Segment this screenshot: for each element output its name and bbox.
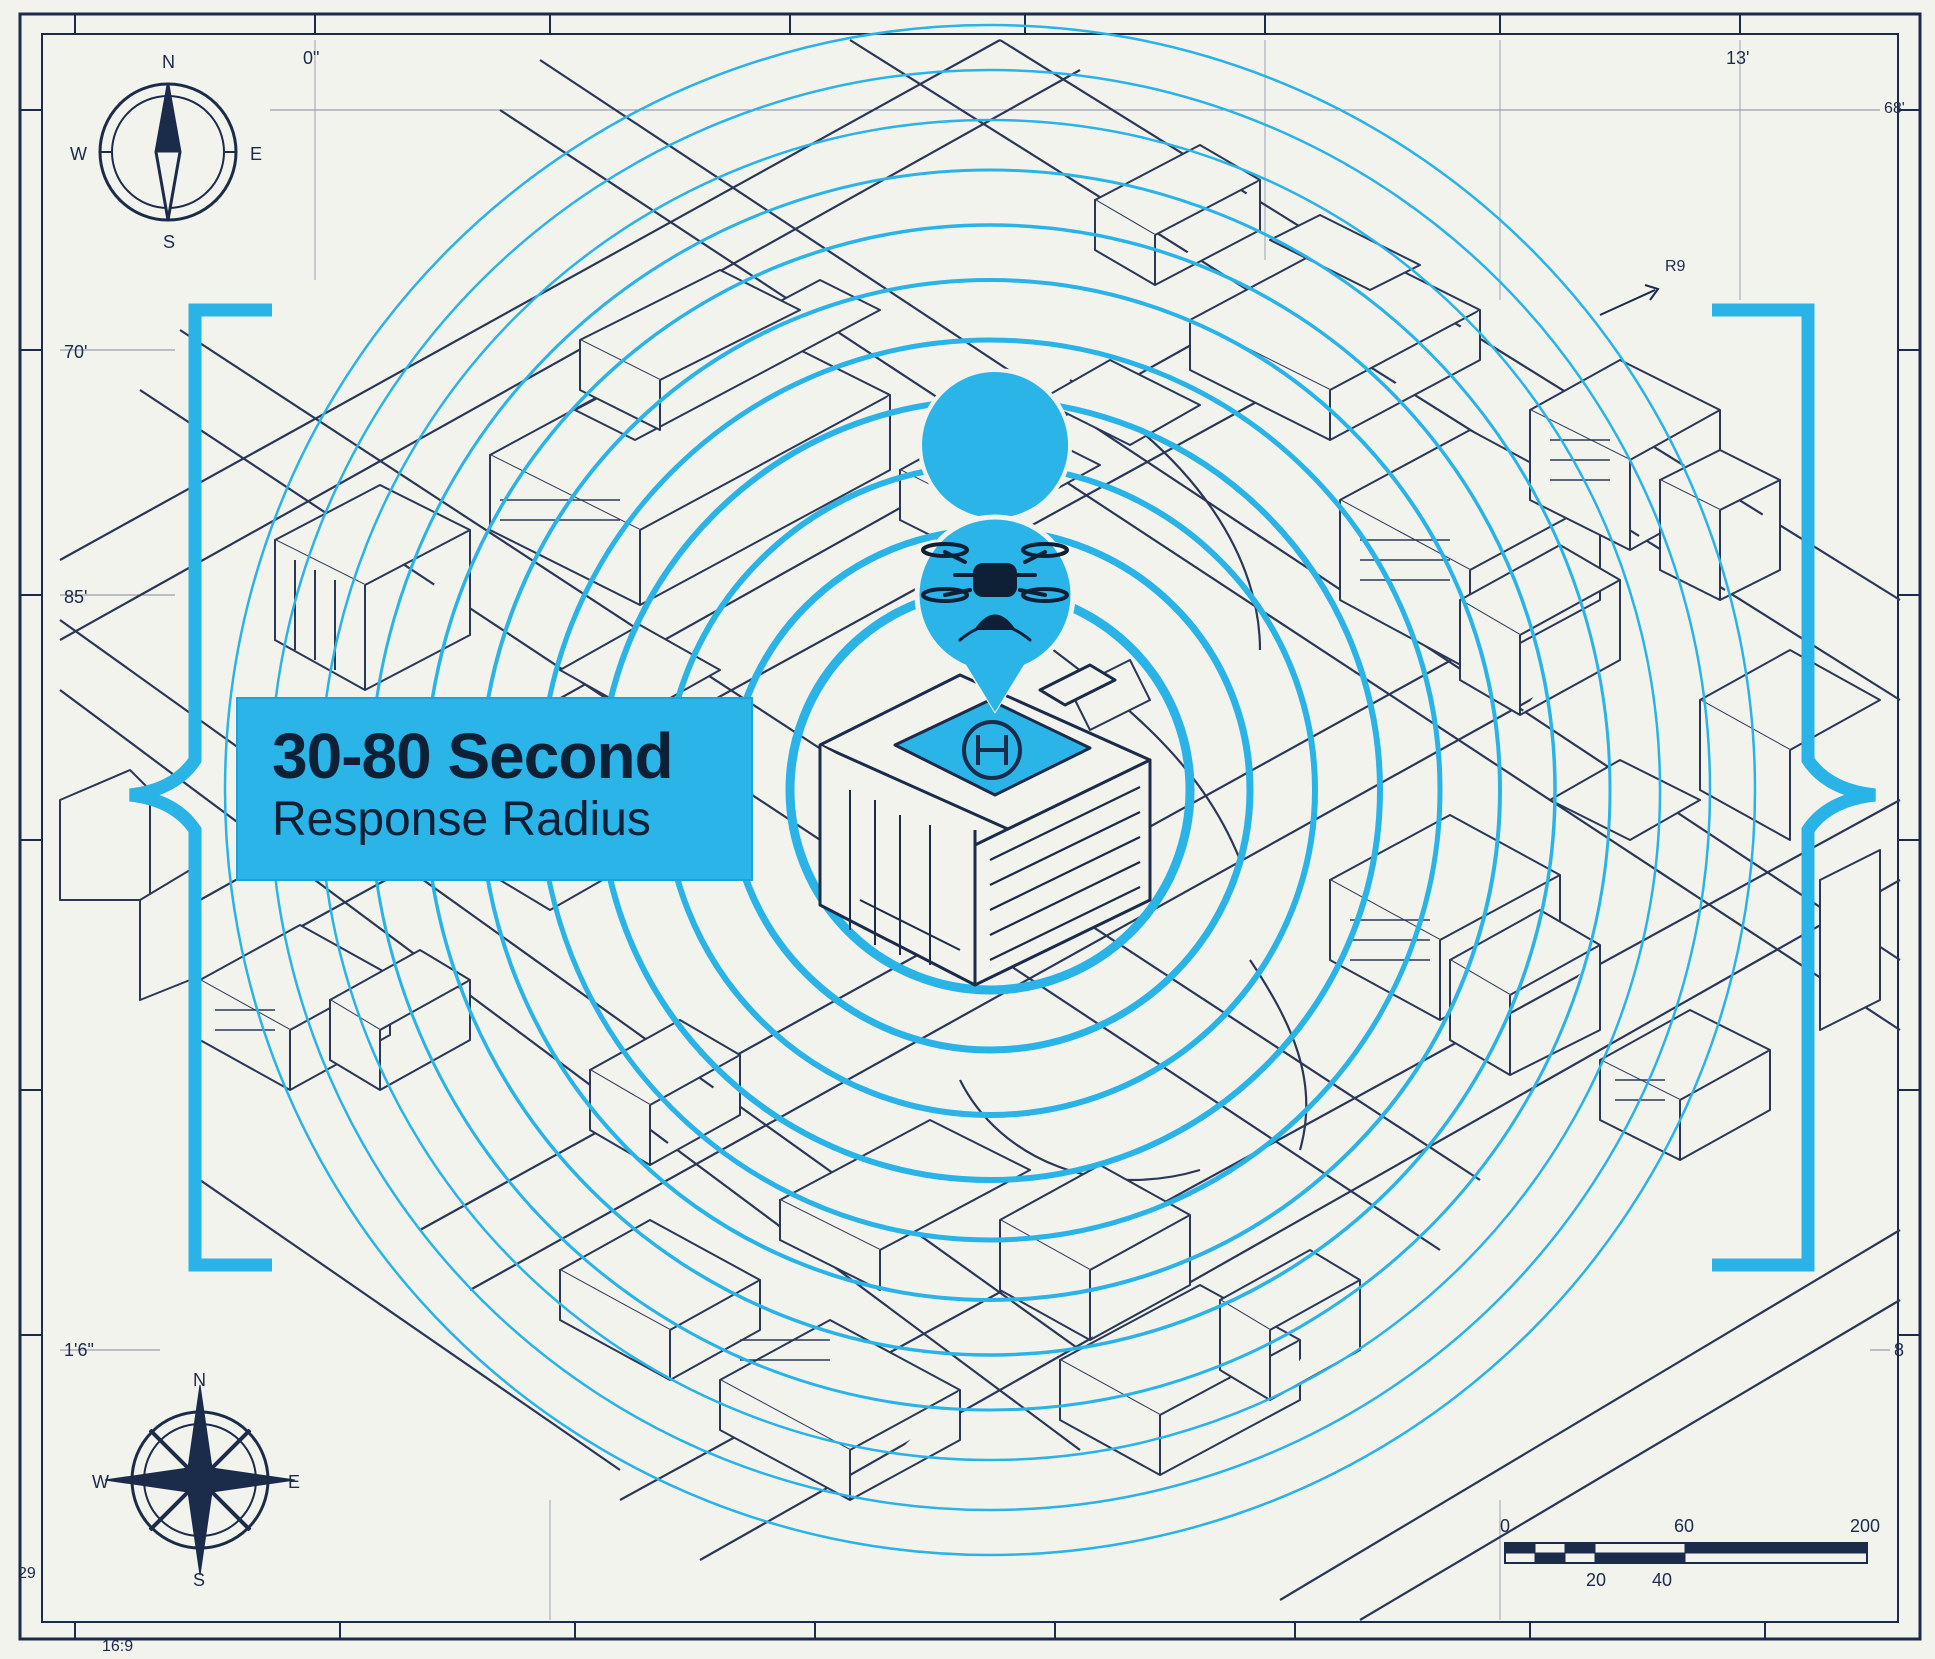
street-tag: R9	[1665, 258, 1686, 275]
compass-bottom-n: N	[193, 1370, 206, 1390]
scale-bar	[1504, 1542, 1868, 1564]
street-arrow-icon	[1599, 284, 1660, 316]
frame-label-left-a: 70'	[64, 342, 88, 362]
callout-title: 30-80 Second	[272, 720, 674, 792]
scale-tick-20: 20	[1586, 1570, 1607, 1590]
scale-tick-200: 200	[1850, 1516, 1881, 1536]
map-frame	[18, 12, 1922, 1641]
frame-label-bottom-left: 16:9	[102, 1638, 134, 1655]
frame-label-left-c: 1'6"	[64, 1340, 94, 1360]
compass-top-s: S	[163, 232, 176, 252]
compass-bottom-w: W	[92, 1472, 109, 1492]
frame-label-left-b: 85'	[64, 587, 88, 607]
frame-label-right-top: 68'	[1884, 100, 1905, 117]
scale-tick-40: 40	[1652, 1570, 1673, 1590]
drone-icon	[921, 542, 1069, 642]
response-radius-callout: 30-80 Second Response Radius	[236, 697, 753, 881]
frame-label-top-left: 0"	[303, 48, 320, 68]
right-bracket	[1712, 303, 1876, 1272]
compass-bottom-e: E	[288, 1472, 301, 1492]
hospital-building-icon	[818, 663, 1152, 987]
scale-tick-0: 0	[1500, 1516, 1511, 1536]
left-bracket	[129, 303, 272, 1272]
compass-rose-icon	[104, 1384, 296, 1576]
scale-tick-60: 60	[1674, 1516, 1695, 1536]
compass-top-n: N	[162, 52, 175, 72]
window-details	[215, 439, 1665, 1361]
compass-top-w: W	[70, 144, 87, 164]
frame-label-top-right: 13'	[1726, 48, 1750, 68]
city-buildings	[59, 144, 1881, 1501]
compass-top-e: E	[250, 144, 263, 164]
compass-bottom-s: S	[193, 1570, 206, 1590]
frame-label-right-bottom: 8	[1894, 1340, 1905, 1360]
callout-subtitle: Response Radius	[272, 793, 651, 846]
compass-top-icon	[98, 82, 238, 222]
frame-label-left-edge: 29	[18, 1565, 36, 1582]
